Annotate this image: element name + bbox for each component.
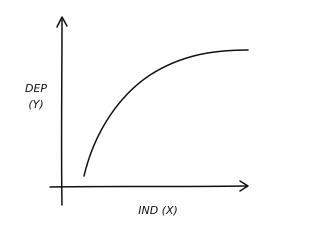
- y-label-line: DEP: [25, 82, 47, 95]
- sketch: DEP (Y) IND (X): [25, 16, 249, 217]
- x-axis-arrow: [239, 180, 249, 192]
- curve: [83, 49, 249, 177]
- y-label-line: (Y): [28, 98, 43, 111]
- x-axis: [49, 185, 247, 188]
- y-axis-arrow: [56, 16, 68, 28]
- x-label: IND (X): [138, 204, 178, 217]
